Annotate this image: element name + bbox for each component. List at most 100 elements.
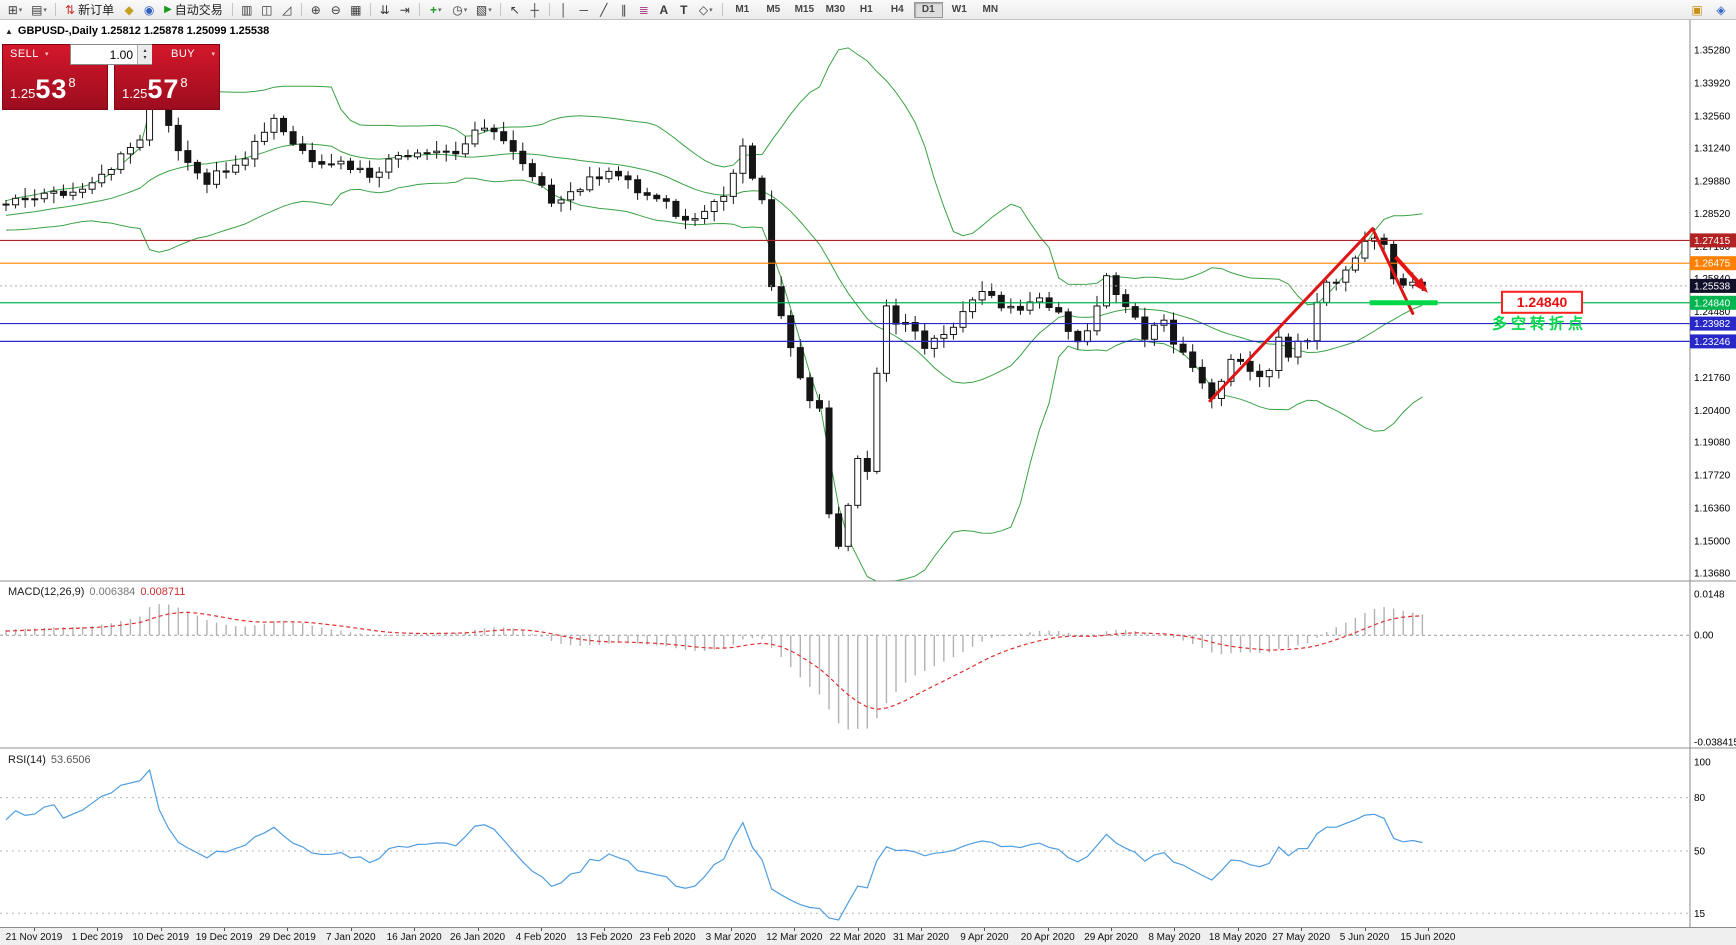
arrow-head-icon[interactable]: [1413, 277, 1428, 293]
candle-body: [538, 176, 546, 186]
price-tag-annotation[interactable]: [1501, 290, 1583, 314]
auto-trading-button[interactable]: ▶ 自动交易: [160, 1, 227, 19]
volume-input[interactable]: [70, 44, 152, 65]
tile-windows-icon[interactable]: ▦: [350, 2, 362, 17]
sell-button[interactable]: SELL ▾ 1.25538: [2, 44, 108, 110]
date-tick: [287, 928, 289, 931]
candle-body: [796, 347, 804, 379]
new-order-button[interactable]: ⇅ 新订单: [61, 1, 118, 19]
timeframe-h4[interactable]: H4: [883, 2, 912, 18]
trendline-down-annotation[interactable]: [1371, 227, 1415, 315]
channel-icon[interactable]: ∥: [620, 2, 627, 17]
periods-icon[interactable]: ◷ ▾: [449, 1, 471, 19]
candle-body: [892, 305, 900, 325]
metaeditor-icon[interactable]: ◆: [124, 2, 134, 17]
sell-caret-icon[interactable]: ▾: [45, 51, 49, 58]
crosshair-icon[interactable]: ┼: [530, 2, 540, 17]
zoom-in-icon[interactable]: ⊕: [310, 2, 321, 17]
spinner-up-icon[interactable]: ▴: [143, 47, 147, 54]
text-label-icon[interactable]: T: [680, 2, 688, 17]
candle-body: [662, 198, 670, 202]
price-axis-label: 1.28520: [1694, 209, 1731, 220]
new-chart-icon[interactable]: ⊞ ▾: [4, 1, 26, 19]
shapes-icon[interactable]: ◇ ▾: [695, 1, 717, 19]
candle-body: [308, 150, 316, 163]
toolbar-separator: [55, 3, 56, 16]
date-tick: [794, 928, 796, 931]
templates-icon[interactable]: ▧ ▾: [473, 1, 495, 19]
candle-body: [1342, 269, 1350, 283]
timeframe-m1[interactable]: M1: [728, 2, 757, 18]
refresh-icon[interactable]: ◉: [143, 2, 155, 17]
spinner-down-icon[interactable]: ▾: [143, 54, 147, 61]
fibonacci-icon[interactable]: ≣: [638, 2, 649, 17]
text-tool-icon[interactable]: A: [659, 2, 669, 17]
price-axis-label: 1.29880: [1694, 176, 1731, 187]
candle-body: [500, 131, 508, 142]
news-icon[interactable]: ▣: [1691, 3, 1703, 17]
date-label: 29 Apr 2020: [1084, 932, 1139, 943]
candle-body: [1399, 278, 1407, 286]
macd-axis-label: -0.038415: [1694, 738, 1736, 749]
timeframe-h1[interactable]: H1: [852, 2, 881, 18]
trendline-icon[interactable]: ╱: [600, 2, 608, 17]
timeframe-w1[interactable]: W1: [945, 2, 974, 18]
timeframe-m15[interactable]: M15: [790, 2, 819, 18]
candle-body: [882, 305, 890, 374]
buy-price-prefix: 1.25: [122, 86, 148, 101]
indicators-icon[interactable]: + ▾: [425, 1, 447, 19]
note-text-annotation[interactable]: 多空转折点: [1492, 315, 1587, 333]
timeframe-m30[interactable]: M30: [821, 2, 850, 18]
buy-caret-icon[interactable]: ▾: [211, 51, 215, 58]
candlestick-icon[interactable]: ◫: [261, 2, 273, 17]
candle-body: [624, 175, 632, 181]
toolbar-separator: [548, 3, 550, 16]
date-tick: [1174, 928, 1176, 931]
candle-body: [490, 127, 498, 133]
trendline-up-annotation[interactable]: [1208, 227, 1375, 403]
sell-label: SELL: [10, 48, 39, 60]
candle-body: [404, 155, 412, 158]
bar-chart-icon[interactable]: ▥: [241, 2, 253, 17]
date-tick: [604, 928, 606, 931]
candle-body: [1150, 324, 1158, 340]
buy-button[interactable]: BUY ▾ 1.25578: [114, 44, 220, 110]
candle-body: [863, 458, 871, 472]
horizontal-line-icon[interactable]: ─: [579, 2, 589, 17]
candle-body: [1323, 281, 1331, 303]
candle-body: [567, 191, 575, 201]
toolbar-right-group: ▣ ◈: [1688, 1, 1730, 19]
timeframe-mn[interactable]: MN: [976, 2, 1005, 18]
line-chart-icon[interactable]: ◿: [282, 2, 292, 17]
candle-body: [318, 161, 326, 165]
date-label: 23 Feb 2020: [639, 932, 696, 943]
price-axis-bg[interactable]: [1690, 20, 1736, 927]
time-axis[interactable]: 21 Nov 2019 1 Dec 2019 10 Dec 2019 19 Dec 2…: [0, 927, 1736, 945]
chart-canvas[interactable]: 1.35280 1.33920 1.32560 1.31240 1.29880 1.285…: [0, 20, 1736, 927]
date-label: 4 Feb 2020: [515, 932, 567, 943]
timeframe-d1[interactable]: D1: [913, 1, 943, 18]
timeframe-m5[interactable]: M5: [759, 2, 788, 18]
price-level-badge: [1690, 334, 1736, 349]
chart-shift-icon[interactable]: ⇥: [399, 2, 410, 17]
auto-scroll-icon[interactable]: ⇊: [379, 2, 390, 17]
profiles-glyph: ▤: [31, 2, 43, 17]
volume-spinner[interactable]: ▴ ▾: [137, 45, 152, 64]
candle-body: [433, 150, 441, 154]
date-label: 27 May 2020: [1272, 932, 1331, 943]
candle-body: [978, 291, 986, 301]
zoom-out-icon[interactable]: ⊖: [330, 2, 341, 17]
community-icon[interactable]: ◈: [1716, 3, 1726, 17]
cursor-icon[interactable]: ↖: [509, 2, 520, 17]
chart-window[interactable]: 1.35280 1.33920 1.32560 1.31240 1.29880 1.285…: [0, 20, 1736, 945]
candle-body: [1122, 294, 1130, 308]
date-tick: [1427, 928, 1429, 931]
candle-body: [1294, 340, 1302, 358]
dropdown-icon: ▾: [438, 6, 442, 14]
price-axis-label: 1.20400: [1694, 406, 1731, 417]
vertical-line-icon[interactable]: │: [560, 2, 568, 17]
date-tick: [477, 928, 479, 931]
profiles-icon[interactable]: ▤ ▾: [28, 1, 50, 19]
collapse-trade-panel-icon[interactable]: ▲: [5, 26, 13, 36]
